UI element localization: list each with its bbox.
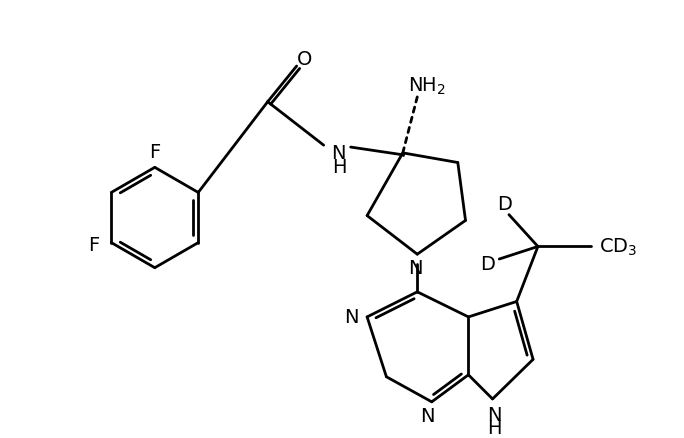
Text: H: H: [332, 158, 346, 177]
Text: H: H: [487, 418, 502, 438]
Text: N: N: [345, 308, 359, 327]
Text: F: F: [88, 236, 100, 254]
Text: CD$_3$: CD$_3$: [598, 236, 637, 258]
Text: D: D: [497, 194, 512, 213]
Text: N: N: [420, 406, 434, 425]
Text: NH$_2$: NH$_2$: [408, 75, 446, 97]
Text: F: F: [149, 143, 161, 162]
Text: O: O: [297, 49, 312, 69]
Text: D: D: [480, 255, 495, 274]
Text: N: N: [408, 258, 423, 278]
Text: N: N: [487, 405, 502, 424]
Text: N: N: [331, 144, 345, 163]
